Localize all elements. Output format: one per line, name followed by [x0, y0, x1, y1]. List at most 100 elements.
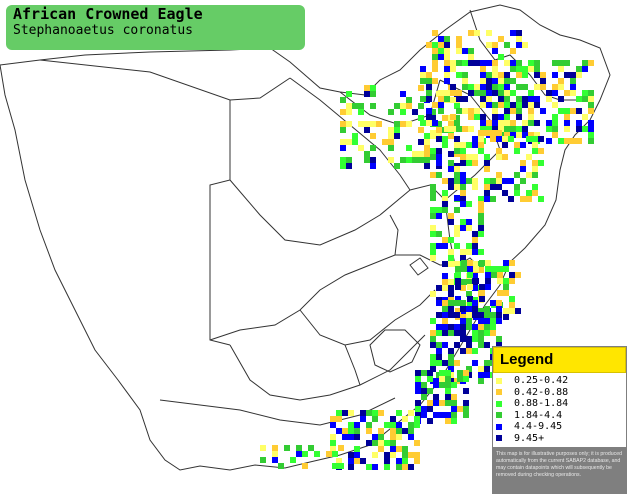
- occurrence-cell: [486, 84, 492, 90]
- occurrence-cell: [396, 464, 402, 470]
- occurrence-cell: [424, 157, 430, 163]
- legend-item: 9.45+: [493, 433, 626, 445]
- occurrence-cell: [396, 458, 402, 464]
- occurrence-cell: [461, 266, 467, 272]
- occurrence-cell: [348, 464, 354, 470]
- occurrence-cell: [354, 458, 360, 464]
- occurrence-cell: [564, 114, 570, 120]
- occurrence-cell: [522, 132, 528, 138]
- occurrence-cell: [468, 30, 474, 36]
- occurrence-cell: [490, 318, 496, 324]
- occurrence-cell: [388, 145, 394, 151]
- occurrence-cell: [490, 130, 496, 136]
- occurrence-cell: [421, 382, 427, 388]
- occurrence-cell: [528, 90, 534, 96]
- occurrence-cell: [396, 428, 402, 434]
- occurrence-cell: [472, 273, 478, 279]
- occurrence-cell: [390, 452, 396, 458]
- legend-items: 0.25-0.42 0.42-0.88 0.88-1.84 1.84-4.4 4…: [493, 373, 626, 447]
- occurrence-cell: [430, 336, 436, 342]
- occurrence-cell: [466, 142, 472, 148]
- occurrence-cell: [358, 109, 364, 115]
- occurrence-cell: [378, 428, 384, 434]
- occurrence-cell: [430, 366, 436, 372]
- occurrence-cell: [472, 324, 478, 330]
- occurrence-cell: [432, 30, 438, 36]
- occurrence-cell: [430, 255, 436, 261]
- occurrence-cell: [534, 132, 540, 138]
- occurrence-cell: [504, 72, 510, 78]
- occurrence-cell: [436, 207, 442, 213]
- occurrence-cell: [408, 452, 414, 458]
- occurrence-cell: [430, 342, 436, 348]
- occurrence-cell: [497, 272, 503, 278]
- occurrence-cell: [472, 160, 478, 166]
- occurrence-cell: [338, 463, 344, 469]
- occurrence-cell: [466, 160, 472, 166]
- occurrence-cell: [503, 314, 509, 320]
- occurrence-cell: [552, 102, 558, 108]
- occurrence-cell: [532, 160, 538, 166]
- occurrence-cell: [415, 376, 421, 382]
- occurrence-cell: [442, 306, 448, 312]
- occurrence-cell: [497, 278, 503, 284]
- occurrence-cell: [384, 422, 390, 428]
- occurrence-cell: [467, 272, 473, 278]
- occurrence-cell: [520, 178, 526, 184]
- occurrence-cell: [394, 103, 400, 109]
- occurrence-cell: [468, 114, 474, 120]
- occurrence-cell: [486, 30, 492, 36]
- occurrence-cell: [346, 109, 352, 115]
- occurrence-cell: [466, 336, 472, 342]
- occurrence-cell: [540, 84, 546, 90]
- occurrence-cell: [426, 72, 432, 78]
- occurrence-cell: [340, 127, 346, 133]
- occurrence-cell: [460, 142, 466, 148]
- occurrence-cell: [346, 157, 352, 163]
- occurrence-cell: [445, 418, 451, 424]
- occurrence-cell: [421, 394, 427, 400]
- occurrence-cell: [390, 422, 396, 428]
- occurrence-cell: [444, 96, 450, 102]
- occurrence-cell: [460, 225, 466, 231]
- occurrence-cell: [504, 114, 510, 120]
- occurrence-cell: [390, 416, 396, 422]
- occurrence-cell: [486, 102, 492, 108]
- occurrence-cell: [504, 132, 510, 138]
- occurrence-cell: [421, 412, 427, 418]
- occurrence-cell: [492, 102, 498, 108]
- occurrence-cell: [510, 126, 516, 132]
- occurrence-cell: [472, 178, 478, 184]
- occurrence-cell: [451, 418, 457, 424]
- occurrence-cell: [430, 130, 436, 136]
- occurrence-cell: [540, 72, 546, 78]
- occurrence-cell: [346, 139, 352, 145]
- occurrence-cell: [338, 445, 344, 451]
- legend-swatch: [496, 377, 502, 384]
- occurrence-cell: [468, 60, 474, 66]
- occurrence-cell: [442, 360, 448, 366]
- occurrence-cell: [485, 272, 491, 278]
- occurrence-cell: [260, 457, 266, 463]
- occurrence-cell: [468, 48, 474, 54]
- legend-item: 1.84-4.4: [493, 410, 626, 422]
- occurrence-cell: [466, 279, 472, 285]
- occurrence-cell: [509, 278, 515, 284]
- occurrence-cell: [498, 84, 504, 90]
- occurrence-cell: [420, 66, 426, 72]
- occurrence-cell: [378, 410, 384, 416]
- occurrence-cell: [364, 127, 370, 133]
- occurrence-cell: [492, 84, 498, 90]
- occurrence-cell: [436, 213, 442, 219]
- occurrence-cell: [492, 48, 498, 54]
- occurrence-cell: [564, 60, 570, 66]
- occurrence-cell: [564, 126, 570, 132]
- occurrence-cell: [460, 178, 466, 184]
- occurrence-cell: [484, 166, 490, 172]
- occurrence-cell: [415, 400, 421, 406]
- occurrence-cell: [472, 360, 478, 366]
- occurrence-cell: [342, 434, 348, 440]
- occurrence-cell: [485, 284, 491, 290]
- occurrence-cell: [433, 394, 439, 400]
